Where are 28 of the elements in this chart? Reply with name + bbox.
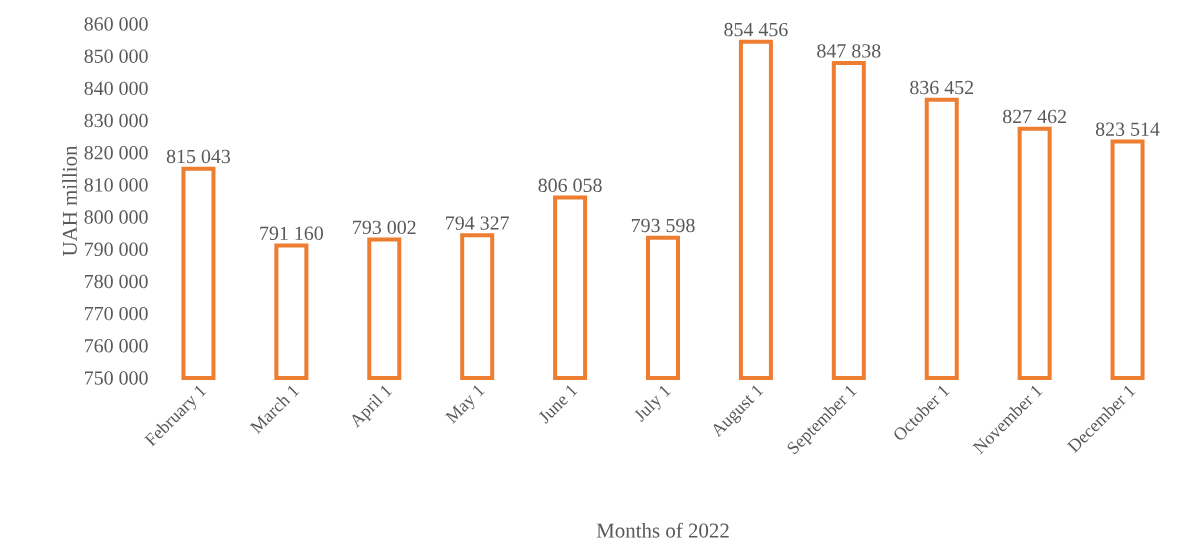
y-tick-label: 780 000 — [85, 274, 148, 289]
x-tick-label: June 1 — [538, 385, 578, 424]
data-label: 791 160 — [260, 226, 323, 240]
data-label: 836 452 — [910, 80, 974, 95]
y-axis-title: UAH million — [62, 145, 77, 257]
data-label: 793 598 — [631, 218, 695, 233]
y-tick-label: 800 000 — [84, 210, 148, 224]
data-label: 815 043 — [166, 149, 231, 164]
y-tick-label: 790 000 — [85, 242, 148, 256]
data-label: 794 327 — [446, 216, 509, 230]
y-tick-label: 830 000 — [84, 113, 148, 128]
data-label: 847 838 — [817, 44, 881, 58]
data-label: 823 514 — [1095, 122, 1160, 136]
y-tick-label: 760 000 — [85, 339, 148, 353]
y-tick-label: 770 000 — [85, 306, 148, 321]
y-tick-label: 850 000 — [84, 49, 148, 63]
y-tick-label: 860 000 — [84, 17, 148, 31]
y-tick-label: 820 000 — [84, 145, 148, 160]
y-tick-label: 840 000 — [84, 81, 148, 96]
data-label: 793 002 — [353, 220, 416, 235]
data-label: 806 058 — [538, 178, 602, 193]
x-tick-label: July 1 — [634, 385, 672, 423]
x-axis-title: Months of 2022 — [596, 522, 729, 538]
y-tick-label: 810 000 — [84, 178, 148, 192]
data-label: 827 462 — [1003, 109, 1066, 124]
data-label: 854 456 — [724, 22, 788, 37]
y-tick-label: 750 000 — [85, 371, 148, 385]
x-tick-label: May 1 — [444, 385, 485, 424]
